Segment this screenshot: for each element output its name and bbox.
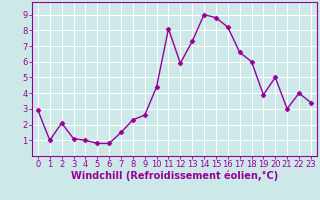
X-axis label: Windchill (Refroidissement éolien,°C): Windchill (Refroidissement éolien,°C) [71, 171, 278, 181]
